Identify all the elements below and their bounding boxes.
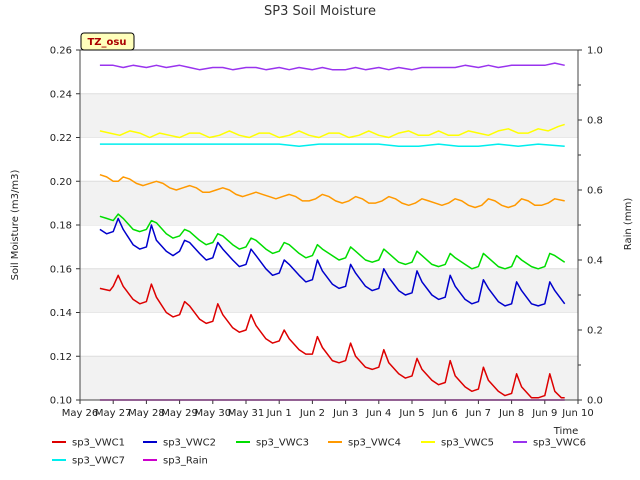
y2-tick-label: 0.6 [587,186,603,197]
x-tick-label: Jun 7 [465,408,491,419]
x-tick-label: Jun 9 [531,408,557,419]
series-line-sp3_VWC4 [99,173,565,209]
band [80,356,578,400]
y2-tick-label: 0.0 [587,396,603,407]
band [80,181,578,225]
x-tick-label: May 30 [195,408,232,419]
y2-axis-label: Rain (mm) [623,198,634,251]
series-line-sp3_VWC5 [99,123,565,139]
x-tick-label: Jun 8 [498,408,524,419]
band [80,93,578,138]
series-line-sp3_VWC2 [99,217,566,307]
x-tick-label: May 28 [128,408,165,419]
x-tick-label: Jun 3 [332,408,358,419]
series-line-sp3_VWC6 [99,62,565,71]
legend-label: sp3_VWC4 [348,438,401,449]
y-tick-label: 0.18 [50,221,72,232]
background-bands [80,49,578,400]
legend-label: sp3_Rain [163,456,208,467]
plot-frame [79,49,579,401]
legend-label: sp3_VWC5 [441,438,494,449]
y2-tick-label: 1.0 [587,46,603,57]
x-tick-label: Jun 4 [365,408,391,419]
y-tick-label: 0.26 [50,46,72,57]
site-badge-label: TZ_osu [87,37,126,48]
y-tick-label: 0.10 [50,396,72,407]
series-line-sp3_VWC3 [99,213,566,270]
y2-tick-label: 0.8 [587,116,603,127]
x-tick-label: Jun 5 [398,408,424,419]
x-tick-label: Jun 2 [299,408,325,419]
x-tick-label: May 31 [228,408,265,419]
legend-label: sp3_VWC1 [72,438,125,449]
y-tick-label: 0.22 [50,133,72,144]
x-tick-label: May 29 [161,408,198,419]
x-tick-label: Jun 1 [266,408,292,419]
x-axis-label: Time [553,426,578,437]
y-tick-label: 0.16 [50,264,72,275]
y2-ticks: 0.0 0.2 0.4 0.6 0.8 1.0 [578,46,603,407]
y-ticks: 0.10 0.12 0.14 0.16 0.18 0.20 0.22 0.24 0.26 [50,46,80,407]
series-lines [79,49,579,401]
band [80,268,578,313]
site-badge: TZ_osu [80,32,135,51]
legend-label: sp3_VWC7 [72,456,125,467]
series-line-sp3_VWC1 [99,274,565,399]
x-tick-label: May 27 [95,408,132,419]
y-tick-label: 0.12 [50,352,72,363]
x-tick-label: May 26 [62,408,99,419]
x-tick-label: Jun 6 [432,408,458,419]
legend-label: sp3_VWC2 [163,438,216,449]
legend-label: sp3_VWC6 [533,438,586,449]
y2-tick-label: 0.2 [587,326,603,337]
y-tick-label: 0.24 [50,89,72,100]
y2-tick-label: 0.4 [587,256,603,267]
x-tick-label: Jun 10 [561,408,594,419]
legend-label: sp3_VWC3 [256,438,309,449]
y-tick-label: 0.14 [50,308,72,319]
y-tick-label: 0.20 [50,177,72,188]
chart-title: SP3 Soil Moisture [264,4,376,19]
series-line-sp3_VWC7 [99,143,565,148]
legend: sp3_VWC1 sp3_VWC2 sp3_VWC3 sp3_VWC4 sp3_VWC5… [52,438,586,467]
y-axis-label: Soil Moisture (m3/m3) [10,170,21,281]
